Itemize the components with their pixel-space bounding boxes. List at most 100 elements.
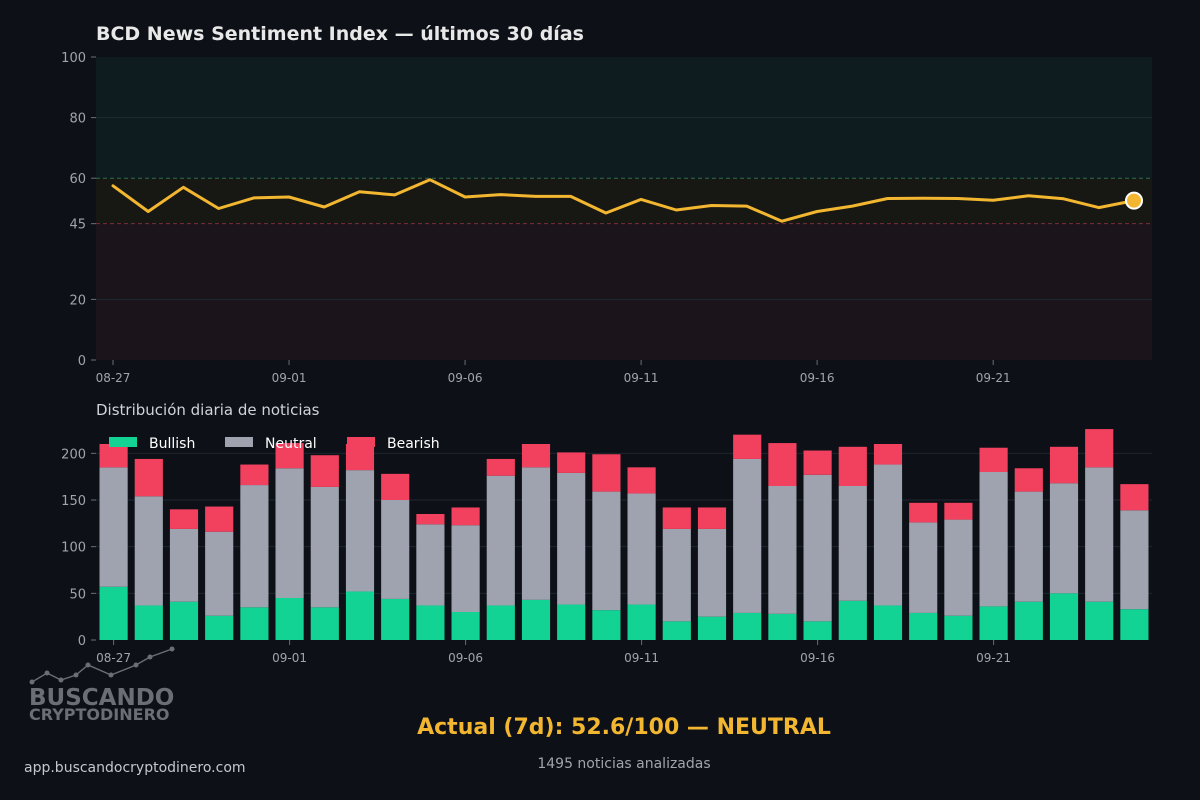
sentiment-line xyxy=(111,178,1136,223)
bar-neutral xyxy=(1014,491,1043,602)
bar-bullish xyxy=(944,615,973,640)
bar-bearish xyxy=(1120,484,1149,511)
sentiment-line-series xyxy=(111,178,1143,223)
x-tick-label: 09-06 xyxy=(448,651,483,665)
bar-bearish xyxy=(134,458,163,497)
bar-bearish xyxy=(99,444,128,468)
y-tick-label: 60 xyxy=(69,172,86,187)
bar-bearish xyxy=(240,464,269,486)
bar-bearish xyxy=(979,447,1008,472)
x-tick-label: 09-16 xyxy=(800,371,835,385)
legend-swatch-neutral xyxy=(225,437,253,447)
bar-bearish xyxy=(697,507,727,529)
bar-neutral xyxy=(240,485,269,608)
bar-neutral xyxy=(169,528,199,602)
bar-bullish xyxy=(1120,609,1149,640)
bar-neutral xyxy=(557,472,586,605)
bar-bullish xyxy=(169,601,199,640)
bar-bullish xyxy=(275,598,304,640)
bar-neutral xyxy=(873,464,903,606)
bar-neutral xyxy=(979,472,1008,607)
x-tick-label: 09-16 xyxy=(800,651,835,665)
bar-bullish xyxy=(240,607,269,640)
bar-neutral xyxy=(1049,483,1079,594)
bar-bearish xyxy=(1049,446,1079,484)
bar-bullish xyxy=(134,605,163,640)
bar-bullish xyxy=(1085,601,1114,640)
bar-chart-legend: Bullish Neutral Bearish xyxy=(109,436,440,452)
bar-bullish xyxy=(662,621,691,640)
x-tick-label: 08-27 xyxy=(96,651,131,665)
bar-neutral xyxy=(205,531,234,616)
bar-bearish xyxy=(768,443,797,486)
y-tick-label: 80 xyxy=(69,112,86,127)
bar-bearish xyxy=(803,450,832,475)
bar-bearish xyxy=(733,434,762,459)
y-tick-label: 0 xyxy=(78,634,86,649)
bar-chart-grid xyxy=(96,452,1152,594)
y-tick-label: 200 xyxy=(61,447,86,462)
legend-label-bullish: Bullish xyxy=(149,436,195,452)
bar-bearish xyxy=(909,502,938,523)
bar-bullish xyxy=(486,605,515,640)
bar-bullish xyxy=(627,604,656,640)
bar-bullish xyxy=(345,591,375,640)
bar-neutral xyxy=(662,528,691,622)
bar-neutral xyxy=(592,491,621,611)
bar-neutral xyxy=(944,519,973,616)
bar-neutral xyxy=(451,525,480,612)
bar-bullish xyxy=(733,612,762,640)
y-tick-label: 45 xyxy=(69,218,86,233)
line-chart-y-axis: 0 20 45 60 80 100 xyxy=(61,51,96,369)
y-tick-label: 100 xyxy=(61,541,86,556)
bar-bullish xyxy=(803,621,832,640)
bar-bullish xyxy=(451,612,480,640)
bar-bearish xyxy=(451,507,480,526)
legend-label-neutral: Neutral xyxy=(265,436,317,452)
bar-neutral xyxy=(803,474,832,622)
y-tick-label: 0 xyxy=(78,354,86,369)
bar-neutral xyxy=(733,458,762,613)
bar-bearish xyxy=(416,514,445,525)
bar-bullish xyxy=(557,604,586,640)
bar-bullish xyxy=(416,605,445,640)
logo-text-line2: CRYPTODINERO xyxy=(29,705,170,724)
x-tick-label: 09-06 xyxy=(448,371,483,385)
bar-bearish xyxy=(592,454,621,492)
y-tick-label: 50 xyxy=(69,587,86,602)
bar-bearish xyxy=(1014,468,1043,492)
bar-bearish xyxy=(557,452,586,473)
sentiment-zones xyxy=(96,57,1152,360)
current-sentiment-summary: Actual (7d): 52.6/100 — NEUTRAL xyxy=(417,715,831,740)
bar-neutral xyxy=(627,493,656,605)
bar-bullish xyxy=(1049,593,1079,640)
bar-bearish xyxy=(873,444,903,465)
bar-bullish xyxy=(909,612,938,640)
x-tick-label: 09-11 xyxy=(624,371,659,385)
logo-trend-dots xyxy=(29,646,175,685)
bar-neutral xyxy=(838,486,867,601)
line-chart-grid xyxy=(96,117,1152,300)
bar-bearish xyxy=(205,506,234,532)
current-value-marker xyxy=(1125,191,1143,210)
y-tick-label: 20 xyxy=(69,293,86,308)
bar-bearish xyxy=(486,458,515,476)
bar-bullish xyxy=(838,600,867,640)
bar-neutral xyxy=(768,486,797,614)
bar-bullish xyxy=(521,599,551,640)
y-tick-label: 150 xyxy=(61,494,86,509)
bar-chart-y-axis: 0 50 100 150 200 xyxy=(61,447,96,649)
site-url: app.buscandocryptodinero.com xyxy=(24,760,246,776)
bar-bearish xyxy=(310,455,339,487)
bar-bearish xyxy=(1085,429,1114,468)
bar-neutral xyxy=(381,500,410,599)
legend-label-bearish: Bearish xyxy=(387,436,440,452)
legend-swatch-bullish xyxy=(109,437,137,447)
bar-neutral xyxy=(697,528,727,617)
bar-bearish xyxy=(627,467,656,494)
bar-chart-title: Distribución diaria de noticias xyxy=(96,401,320,419)
bar-bullish xyxy=(1014,601,1043,640)
zone-neutral xyxy=(96,178,1152,224)
x-tick-label: 09-01 xyxy=(272,371,307,385)
